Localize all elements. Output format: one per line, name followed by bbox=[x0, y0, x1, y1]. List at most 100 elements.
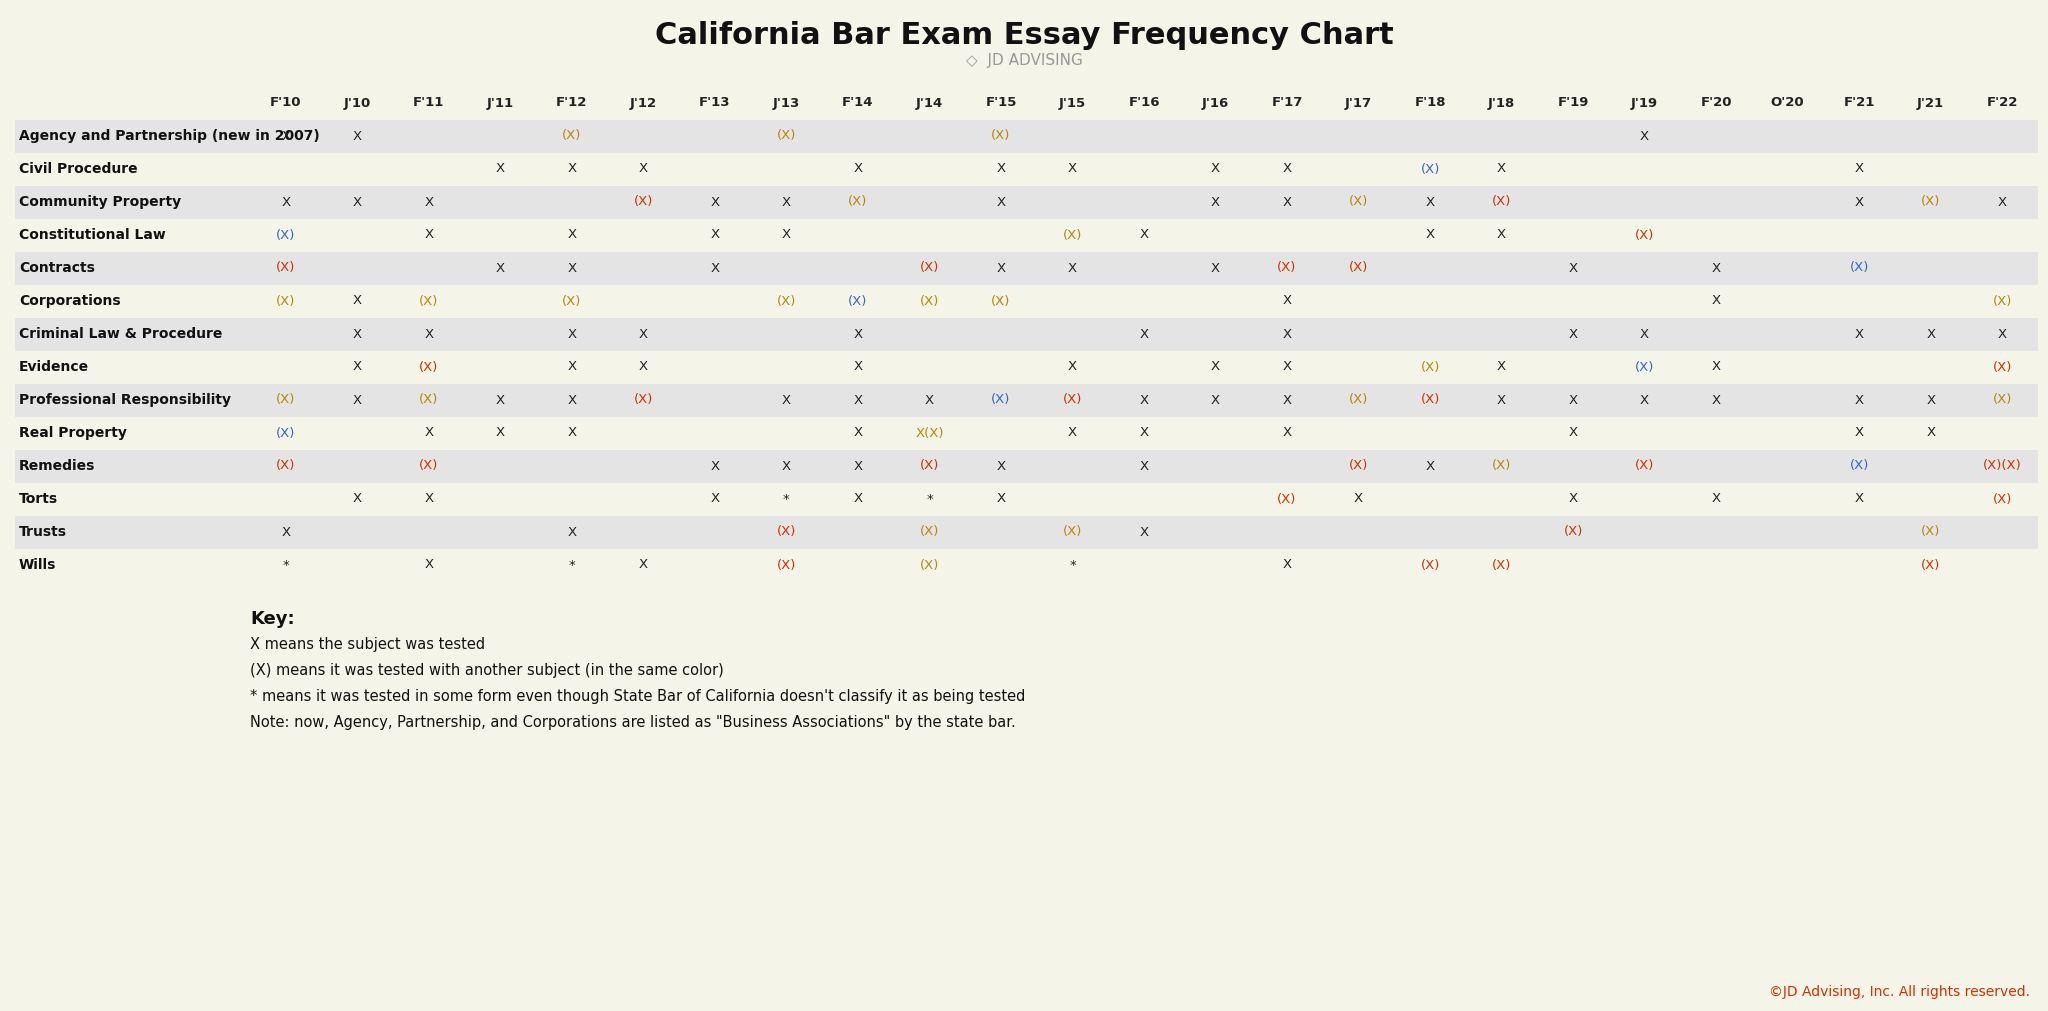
FancyBboxPatch shape bbox=[14, 252, 2038, 284]
Text: (X): (X) bbox=[991, 129, 1010, 143]
Text: X: X bbox=[1712, 393, 1720, 406]
Text: X: X bbox=[1640, 328, 1649, 341]
FancyBboxPatch shape bbox=[14, 549, 2038, 581]
Text: (X): (X) bbox=[776, 526, 797, 539]
Text: F'19: F'19 bbox=[1556, 96, 1589, 109]
Text: (X): (X) bbox=[848, 294, 868, 307]
Text: X: X bbox=[567, 393, 575, 406]
FancyBboxPatch shape bbox=[14, 119, 2038, 153]
Text: (X): (X) bbox=[1849, 262, 1870, 275]
Text: F'15: F'15 bbox=[985, 96, 1016, 109]
Text: F'18: F'18 bbox=[1415, 96, 1446, 109]
Text: X: X bbox=[854, 361, 862, 373]
Text: X: X bbox=[1569, 262, 1577, 275]
Text: X: X bbox=[1927, 328, 1935, 341]
Text: X: X bbox=[352, 328, 362, 341]
Text: X: X bbox=[1139, 328, 1149, 341]
Text: *: * bbox=[283, 558, 289, 571]
Text: (X): (X) bbox=[1491, 558, 1511, 571]
Text: * means it was tested in some form even though State Bar of California doesn't c: * means it was tested in some form even … bbox=[250, 690, 1026, 705]
Text: X: X bbox=[997, 163, 1006, 176]
Text: X: X bbox=[711, 262, 719, 275]
Text: (X): (X) bbox=[633, 195, 653, 208]
Text: Constitutional Law: Constitutional Law bbox=[18, 228, 166, 242]
FancyBboxPatch shape bbox=[14, 351, 2038, 383]
Text: X: X bbox=[281, 526, 291, 539]
Text: Torts: Torts bbox=[18, 492, 57, 506]
Text: X: X bbox=[1927, 393, 1935, 406]
Text: J'14: J'14 bbox=[915, 96, 942, 109]
Text: X: X bbox=[926, 393, 934, 406]
Text: Community Property: Community Property bbox=[18, 195, 180, 209]
Text: X: X bbox=[1712, 262, 1720, 275]
Text: J'10: J'10 bbox=[344, 96, 371, 109]
Text: (X): (X) bbox=[776, 558, 797, 571]
Text: X: X bbox=[1712, 492, 1720, 506]
Text: (X): (X) bbox=[1993, 492, 2011, 506]
Text: X: X bbox=[424, 427, 434, 440]
Text: X: X bbox=[711, 460, 719, 472]
Text: X: X bbox=[1855, 163, 1864, 176]
Text: X: X bbox=[1282, 163, 1292, 176]
Text: X: X bbox=[1497, 393, 1505, 406]
Text: X: X bbox=[1425, 460, 1436, 472]
Text: Remedies: Remedies bbox=[18, 459, 96, 473]
Text: Note: now, Agency, Partnership, and Corporations are listed as "Business Associa: Note: now, Agency, Partnership, and Corp… bbox=[250, 716, 1016, 731]
Text: (X): (X) bbox=[1634, 361, 1655, 373]
FancyBboxPatch shape bbox=[14, 218, 2038, 252]
Text: X: X bbox=[1569, 393, 1577, 406]
Text: (X): (X) bbox=[991, 294, 1010, 307]
Text: X: X bbox=[1712, 361, 1720, 373]
Text: X: X bbox=[424, 558, 434, 571]
Text: X: X bbox=[711, 195, 719, 208]
Text: J'19: J'19 bbox=[1630, 96, 1659, 109]
Text: X: X bbox=[1712, 294, 1720, 307]
Text: X: X bbox=[496, 262, 506, 275]
Text: (X): (X) bbox=[1849, 460, 1870, 472]
Text: (X): (X) bbox=[276, 393, 295, 406]
Text: X: X bbox=[1139, 393, 1149, 406]
Text: (X): (X) bbox=[420, 361, 438, 373]
Text: (X): (X) bbox=[1634, 228, 1655, 242]
Text: *: * bbox=[782, 492, 791, 506]
Text: X: X bbox=[352, 195, 362, 208]
Text: Wills: Wills bbox=[18, 558, 57, 572]
Text: *: * bbox=[1069, 558, 1075, 571]
Text: X: X bbox=[1282, 393, 1292, 406]
Text: X: X bbox=[1210, 262, 1221, 275]
Text: (X): (X) bbox=[276, 262, 295, 275]
Text: (X): (X) bbox=[1921, 526, 1939, 539]
Text: X: X bbox=[1282, 195, 1292, 208]
FancyBboxPatch shape bbox=[14, 383, 2038, 417]
Text: X: X bbox=[496, 163, 506, 176]
Text: X: X bbox=[567, 361, 575, 373]
Text: F'14: F'14 bbox=[842, 96, 874, 109]
Text: X: X bbox=[424, 492, 434, 506]
Text: X: X bbox=[711, 228, 719, 242]
Text: X: X bbox=[1927, 427, 1935, 440]
Text: F'16: F'16 bbox=[1128, 96, 1159, 109]
Text: X: X bbox=[1425, 228, 1436, 242]
Text: X: X bbox=[1139, 228, 1149, 242]
Text: (X): (X) bbox=[1278, 262, 1296, 275]
Text: (X) means it was tested with another subject (in the same color): (X) means it was tested with another sub… bbox=[250, 663, 723, 678]
Text: X: X bbox=[352, 492, 362, 506]
Text: X: X bbox=[567, 262, 575, 275]
FancyBboxPatch shape bbox=[14, 317, 2038, 351]
Text: X: X bbox=[997, 262, 1006, 275]
Text: X: X bbox=[782, 460, 791, 472]
Text: Criminal Law & Procedure: Criminal Law & Procedure bbox=[18, 327, 223, 341]
Text: X: X bbox=[782, 393, 791, 406]
Text: X: X bbox=[1067, 262, 1077, 275]
Text: X: X bbox=[1569, 492, 1577, 506]
Text: X: X bbox=[352, 129, 362, 143]
FancyBboxPatch shape bbox=[14, 284, 2038, 317]
Text: F'20: F'20 bbox=[1700, 96, 1733, 109]
Text: (X): (X) bbox=[920, 460, 940, 472]
Text: X: X bbox=[1282, 294, 1292, 307]
Text: (X): (X) bbox=[276, 427, 295, 440]
Text: X: X bbox=[711, 492, 719, 506]
FancyBboxPatch shape bbox=[14, 153, 2038, 185]
Text: Trusts: Trusts bbox=[18, 525, 68, 539]
Text: X: X bbox=[854, 427, 862, 440]
